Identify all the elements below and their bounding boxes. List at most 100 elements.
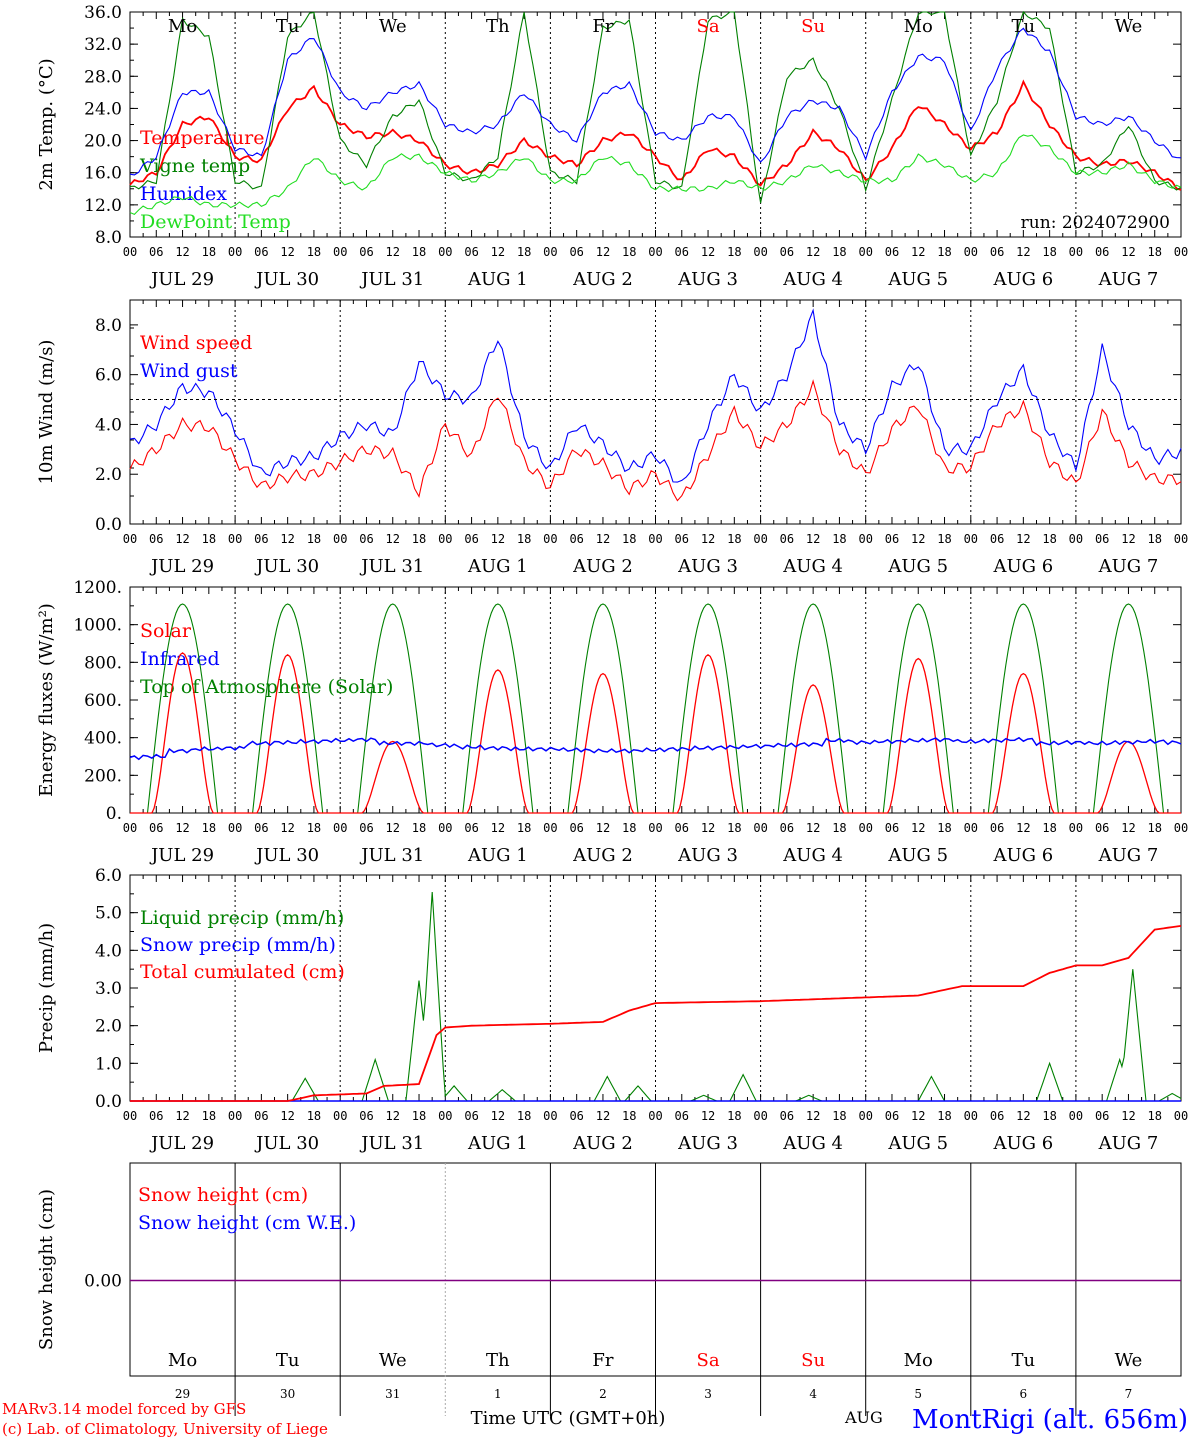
panel-4: 00 06 12 18 JUL 29 00 06 12 18 JUL 30 00 06 12 18 JUL … [36,866,1188,1154]
x-tick-label: 12 [491,245,505,259]
y-tick-label: 8.0 [95,228,122,248]
weekday-label: Mo [168,16,197,37]
x-tick-label: 06 [359,1109,373,1123]
x-tick-label: 18 [517,1109,531,1123]
weekday-label: Tu [1012,1350,1036,1371]
x-tick-label: 12 [701,1109,715,1123]
y-tick-label: 0.00 [84,1272,122,1292]
x-tick-label: 06 [254,532,268,546]
x-tick-label: 18 [832,1109,846,1123]
x-tick-label: 00 [1069,1109,1083,1123]
y-tick-label: 2.0 [95,1017,122,1037]
day-number-label: 5 [914,1387,922,1401]
x-tick-label: 00 [964,821,978,835]
x-tick-label: 00 [123,821,137,835]
x-tick-label: 00 [438,532,452,546]
x-tick-label: 06 [464,532,478,546]
weekday-label: Fr [592,1350,613,1371]
x-tick-label: 18 [832,245,846,259]
x-tick-label: 18 [412,532,426,546]
date-label: AUG 1 [467,845,528,866]
x-tick-label: 00 [964,245,978,259]
x-axis-title: Time UTC (GMT+0h) [471,1408,666,1429]
x-tick-label: 00 [228,1109,242,1123]
date-label: JUL 29 [149,269,214,290]
x-tick-label: 18 [412,821,426,835]
weekday-label: Mo [168,1350,197,1371]
x-tick-label: 12 [911,1109,925,1123]
x-tick-label: 06 [990,532,1004,546]
date-label: AUG 7 [1098,1133,1159,1154]
x-tick-label: 18 [1147,821,1161,835]
x-tick-label: 12 [175,245,189,259]
x-tick-label: 12 [280,821,294,835]
legend-entry: Humidex [140,183,227,205]
x-tick-label: 18 [202,821,216,835]
x-tick-label: 12 [1016,821,1030,835]
date-label: AUG 1 [467,269,528,290]
plot-frame [129,586,1182,814]
x-tick-label: 00 [753,532,767,546]
y-tick-label: 2.0 [95,465,122,485]
x-tick-label: 12 [386,532,400,546]
y-tick-label: 32.0 [84,35,122,55]
day-number-label: 1 [494,1387,502,1401]
x-tick-label: 06 [885,532,899,546]
day-number-label: 7 [1125,1387,1133,1401]
x-tick-label: 06 [990,821,1004,835]
x-tick-label: 12 [386,821,400,835]
x-tick-label: 00 [858,1109,872,1123]
y-axis-title: 10m Wind (m/s) [36,340,57,485]
weekday-label: Su [801,1350,825,1371]
x-tick-label: 12 [175,532,189,546]
x-tick-label: 00 [858,532,872,546]
date-label: AUG 2 [572,556,633,577]
legend-entry: Solar [140,620,192,642]
x-tick-label: 12 [806,1109,820,1123]
date-label: AUG 5 [887,1133,948,1154]
y-axis-title: Energy fluxes (W/m²) [36,603,57,797]
x-tick-label: 18 [202,532,216,546]
x-tick-label: 18 [307,821,321,835]
y-tick-label: 24.0 [84,99,122,119]
x-tick-label: 06 [254,1109,268,1123]
x-tick-label: 06 [149,1109,163,1123]
legend-entry: Total cumulated (cm) [140,961,345,983]
x-tick-label: 06 [569,821,583,835]
x-tick-label: 18 [517,821,531,835]
y-tick-label: 28.0 [84,67,122,87]
x-tick-label: 18 [937,245,951,259]
date-label: AUG 4 [782,845,843,866]
date-label: AUG 6 [992,845,1053,866]
x-tick-label: 00 [648,821,662,835]
x-tick-label: 06 [990,245,1004,259]
date-label: AUG 1 [467,1133,528,1154]
x-tick-label: 00 [228,532,242,546]
legend-entry: Wind speed [140,332,252,354]
date-label: AUG 5 [887,269,948,290]
date-label: AUG 3 [677,1133,738,1154]
footer-credit-line1: MARv3.14 model forced by GFS [2,1400,246,1418]
y-tick-label: 3.0 [95,979,122,999]
x-tick-label: 12 [280,245,294,259]
date-label: JUL 31 [359,269,424,290]
x-tick-label: 00 [543,245,557,259]
legend-entry: Vigne temp [139,155,250,177]
x-tick-label: 00 [1069,821,1083,835]
x-tick-label: 12 [1016,245,1030,259]
panel-5: 0.00 Snow height (cm) Snow height (cm) Snow… [36,1162,1182,1416]
x-tick-label: 12 [1121,1109,1135,1123]
legend-entry: Snow height (cm) [138,1184,308,1206]
x-tick-label: 06 [1095,245,1109,259]
y-axis-title: 2m Temp. (°C) [36,58,57,190]
weekday-label: We [379,1350,407,1371]
x-tick-label: 18 [412,1109,426,1123]
x-tick-label: 12 [1016,532,1030,546]
x-tick-label: 06 [569,245,583,259]
x-tick-label: 00 [1174,532,1188,546]
x-tick-label: 12 [596,1109,610,1123]
series-line [130,652,1181,814]
x-tick-label: 00 [123,245,137,259]
